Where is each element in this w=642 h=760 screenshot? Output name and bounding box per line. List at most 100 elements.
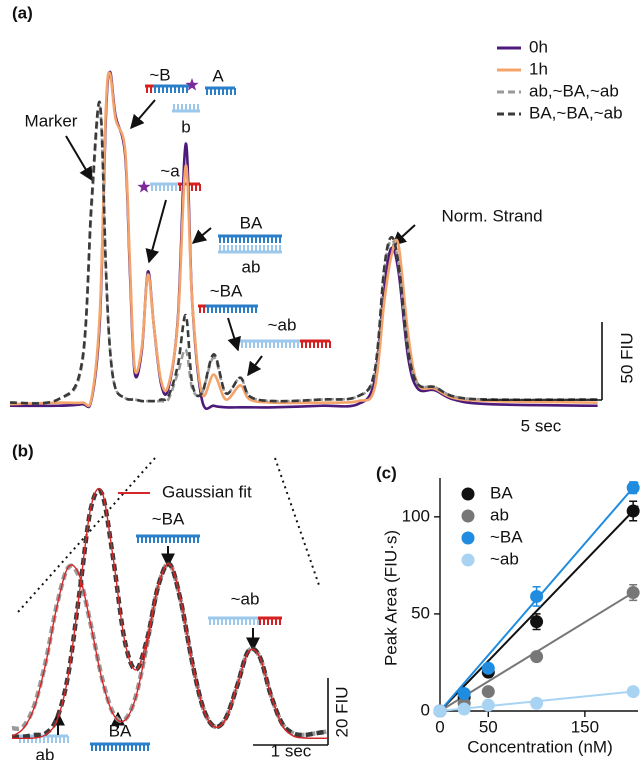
strand-base: [271, 236, 273, 243]
trace: [11, 561, 328, 738]
data-point: [626, 481, 640, 495]
data-point: [481, 661, 495, 675]
strand-base: [170, 86, 172, 93]
strand-base: [251, 306, 253, 313]
legend-marker: [461, 553, 475, 567]
fit-line: [439, 505, 639, 712]
data-point: [433, 704, 447, 718]
strand-base: [207, 306, 209, 313]
strand-base: [219, 236, 221, 243]
strand-base: [219, 306, 221, 313]
strand-base: [249, 618, 251, 625]
strand-base: [27, 736, 29, 743]
strand-base: [221, 618, 223, 625]
strand-base: [265, 341, 267, 348]
strand-base: [182, 86, 184, 93]
strand-base: [259, 245, 261, 252]
strand-base: [275, 618, 277, 625]
data-point: [457, 702, 471, 716]
strand-base: [267, 236, 269, 243]
strand-base: [261, 341, 263, 348]
strand-base: [157, 536, 159, 543]
data-point: [481, 698, 495, 712]
strand-base: [239, 245, 241, 252]
strand-base: [229, 618, 231, 625]
strand-base: [195, 184, 197, 191]
strand: [198, 304, 206, 308]
strand-base: [51, 736, 53, 743]
strand-base: [255, 306, 257, 313]
strand-base: [263, 236, 265, 243]
strand-base: [313, 341, 315, 348]
strand-base: [325, 341, 327, 348]
strand-base: [189, 536, 191, 543]
label: ~ab: [268, 315, 297, 334]
strand: [218, 250, 282, 254]
strand: [258, 616, 282, 620]
strand-base: [55, 736, 57, 743]
strand-base: [173, 536, 175, 543]
strand-base: [67, 736, 69, 743]
strand-base: [151, 184, 153, 191]
strand-base: [249, 341, 251, 348]
arrow: [191, 227, 212, 244]
strand-base: [131, 744, 133, 751]
strand-base: [47, 736, 49, 743]
strand-base: [275, 245, 277, 252]
strand-base: [99, 744, 101, 751]
strand-base: [174, 86, 176, 93]
strand-base: [159, 184, 161, 191]
strand-base: [293, 341, 295, 348]
label: Concentration (nM): [467, 737, 613, 756]
label: BA: [490, 483, 513, 502]
strand-base: [223, 236, 225, 243]
label: ~a: [160, 161, 180, 180]
strand-base: [267, 245, 269, 252]
strand-base: [137, 536, 139, 543]
strand-base: [223, 306, 225, 313]
strand-base: [253, 618, 255, 625]
strand-base: [206, 88, 208, 95]
label: 5 sec: [521, 416, 562, 435]
strand-base: [309, 341, 311, 348]
strand-base: [273, 341, 275, 348]
label: BA,~BA,~ab: [529, 103, 623, 122]
strand-base: [279, 245, 281, 252]
strand-base: [147, 744, 149, 751]
label: (a): [12, 3, 33, 22]
label: b: [181, 117, 190, 136]
data-point: [530, 650, 544, 664]
trace: [9, 71, 598, 408]
strand-base: [234, 88, 236, 95]
strand-base: [227, 306, 229, 313]
arrow: [247, 355, 263, 377]
data-point: [530, 589, 544, 603]
strand-base: [243, 236, 245, 243]
strand-base: [150, 86, 152, 93]
strand-base: [193, 536, 195, 543]
strand-base: [107, 744, 109, 751]
strand-base: [39, 736, 41, 743]
arrow: [130, 99, 156, 130]
strand-base: [169, 536, 171, 543]
strand-base: [225, 618, 227, 625]
label: ab: [36, 745, 55, 760]
strand-base: [239, 236, 241, 243]
strand-base: [197, 104, 199, 111]
strand-base: [197, 536, 199, 543]
strand-base: [243, 306, 245, 313]
label: ~B: [149, 65, 170, 84]
strand-base: [305, 341, 307, 348]
label: 0: [435, 717, 444, 736]
strand-base: [181, 104, 183, 111]
arrow: [391, 224, 416, 246]
strand-base: [199, 306, 201, 313]
strand-base: [271, 245, 273, 252]
label: A: [212, 66, 224, 85]
strand-base: [193, 104, 195, 111]
strand-base: [257, 341, 259, 348]
strand-base: [329, 341, 331, 348]
strand-base: [227, 236, 229, 243]
strand-base: [231, 245, 233, 252]
